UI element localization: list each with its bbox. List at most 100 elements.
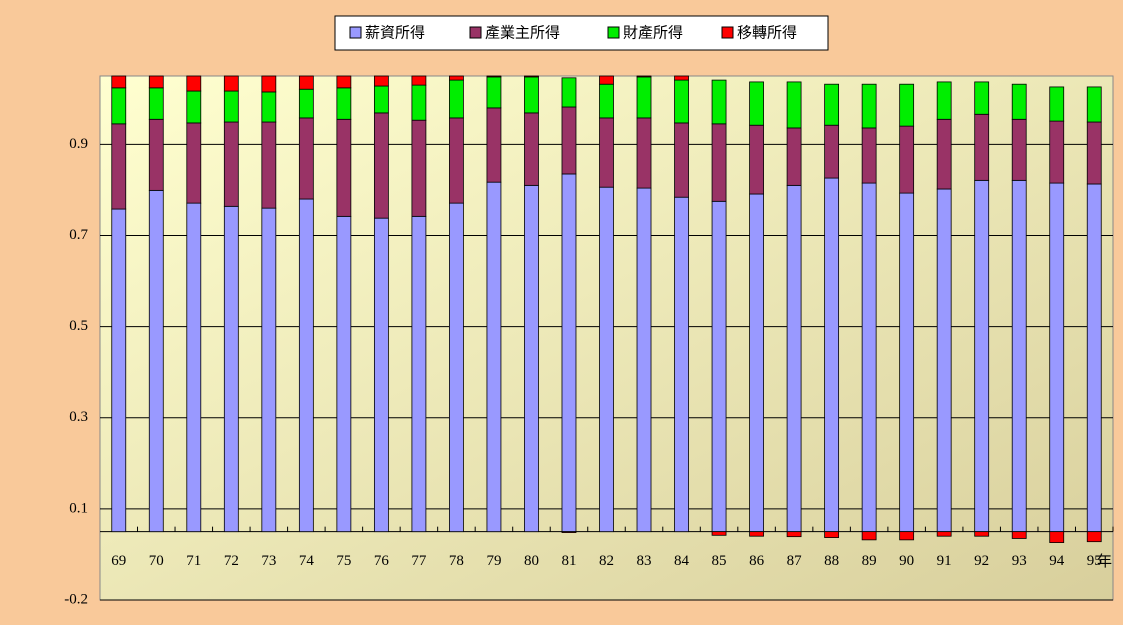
x-tick-label: 87	[787, 553, 803, 569]
bar-segment	[298, 75, 314, 90]
bar-segment	[1086, 183, 1102, 533]
bar-segment	[1011, 179, 1027, 533]
bar-segment	[711, 531, 727, 536]
bar-segment	[411, 75, 427, 86]
bar-segment	[186, 75, 202, 92]
bar-segment	[411, 215, 427, 533]
bar-segment	[298, 117, 314, 200]
bar-segment	[711, 123, 727, 202]
bar-segment	[1011, 531, 1027, 539]
x-tick-label: 71	[186, 553, 201, 569]
bar-segment	[373, 75, 389, 87]
bar-segment	[373, 217, 389, 533]
x-tick-label: 92	[974, 553, 989, 569]
bar-segment	[148, 118, 164, 191]
bar-segment	[524, 75, 539, 78]
bar-segment	[449, 202, 464, 533]
bar-segment	[786, 184, 802, 533]
legend-label: 財產所得	[623, 24, 683, 42]
bar-segment	[974, 531, 990, 537]
bar-segment	[298, 198, 314, 533]
bar-segment	[899, 83, 915, 127]
bar-segment	[1049, 86, 1065, 122]
bar-segment	[711, 200, 727, 533]
x-tick-label: 88	[824, 553, 839, 569]
bar-segment	[486, 107, 502, 183]
bar-segment	[261, 91, 277, 123]
x-tick-label: 82	[599, 553, 614, 569]
bar-segment	[486, 181, 502, 533]
bar-segment	[899, 531, 915, 541]
bar-segment	[111, 123, 127, 210]
x-tick-label: 80	[524, 553, 539, 569]
bar-segment	[449, 79, 464, 119]
bar-segment	[824, 124, 840, 179]
bar-segment	[674, 75, 689, 81]
bar-segment	[636, 76, 652, 119]
bar-segment	[674, 196, 689, 533]
bar-segment	[899, 125, 915, 194]
legend-swatch	[607, 26, 620, 39]
bar-segment	[111, 208, 127, 533]
x-tick-label: 77	[411, 553, 427, 569]
bar-segment	[974, 179, 990, 533]
x-tick-label: 69	[111, 553, 126, 569]
bar-segment	[1049, 531, 1065, 543]
bar-segment	[336, 215, 352, 533]
bar-segment	[749, 531, 764, 537]
legend-box	[334, 15, 829, 51]
bar-segment	[561, 531, 577, 533]
bar-segment	[824, 531, 840, 538]
y-tick-label: 0.7	[69, 227, 88, 243]
bar-segment	[111, 75, 127, 89]
legend-label: 產業主所得	[485, 24, 560, 42]
bar-segment	[186, 122, 202, 204]
bar-segment	[186, 90, 202, 124]
bar-segment	[936, 531, 952, 537]
bar-segment	[599, 83, 614, 119]
bar-segment	[599, 75, 614, 85]
x-tick-label: 73	[261, 553, 276, 569]
bar-segment	[749, 81, 764, 126]
x-tick-label: 85	[712, 553, 727, 569]
bar-segment	[449, 75, 464, 81]
bar-segment	[336, 87, 352, 120]
bar-segment	[148, 87, 164, 120]
bar-segment	[861, 182, 877, 533]
bar-segment	[261, 207, 277, 533]
bar-segment	[298, 88, 314, 119]
bar-segment	[561, 106, 577, 175]
bar-segment	[824, 177, 840, 533]
bar-segment	[786, 81, 802, 129]
x-tick-label: 83	[637, 553, 652, 569]
x-tick-label: 79	[486, 553, 501, 569]
y-tick-label: 0.9	[69, 136, 88, 152]
x-tick-label: 78	[449, 553, 464, 569]
bar-segment	[1049, 120, 1065, 184]
bar-segment	[749, 193, 764, 533]
x-tick-label: 95	[1087, 553, 1102, 569]
x-tick-label: 91	[937, 553, 952, 569]
bar-segment	[674, 79, 689, 124]
legend-label: 移轉所得	[737, 24, 797, 42]
bar-segment	[899, 192, 915, 533]
bar-segment	[486, 75, 502, 78]
x-tick-label: 72	[224, 553, 239, 569]
bar-segment	[261, 121, 277, 209]
bar-segment	[486, 76, 502, 109]
x-tick-label: 89	[862, 553, 877, 569]
bar-segment	[861, 83, 877, 129]
bar-segment	[749, 124, 764, 195]
bar-segment	[636, 187, 652, 533]
bar-segment	[1011, 118, 1027, 181]
bar-segment	[186, 202, 202, 533]
bar-segment	[936, 81, 952, 120]
bar-segment	[561, 173, 577, 533]
x-tick-label: 81	[561, 553, 576, 569]
bar-segment	[261, 75, 277, 93]
x-tick-label: 84	[674, 553, 690, 569]
bar-segment	[336, 118, 352, 217]
y-tick-label: 0.3	[69, 409, 88, 425]
bar-segment	[148, 75, 164, 89]
